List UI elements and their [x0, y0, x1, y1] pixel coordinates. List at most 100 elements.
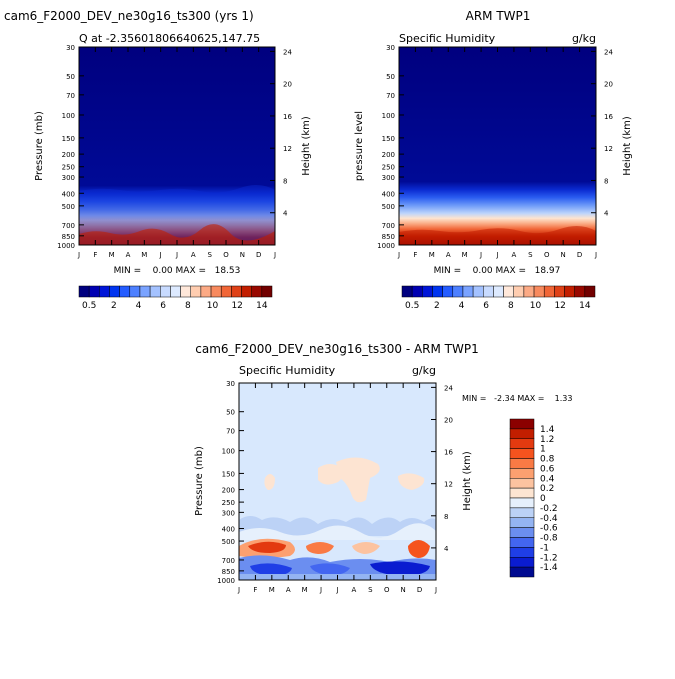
diff-ylabel-left: Pressure (mb) [194, 446, 205, 516]
diff-colorbar-cell [509, 507, 535, 518]
panel-model-subtitle: Q at -2.35601806640625,147.75 [79, 32, 260, 45]
model-colorbar-cell [78, 285, 90, 298]
diff-colorbar-cell [509, 438, 535, 449]
model-colorbar-cell [170, 285, 181, 298]
obs-ptick-label: 250 [382, 164, 395, 172]
diff-ptick-label: 500 [222, 538, 235, 546]
model-month-label: M [141, 251, 147, 259]
obs-ptick-label: 70 [386, 92, 395, 100]
obs-colorbar-label: 10 [530, 301, 542, 311]
obs-htick-label: 4 [604, 210, 609, 218]
diff-month-label: J [237, 586, 240, 594]
model-colorbar-cell [119, 285, 131, 298]
model-colorbar: 0.5 2 4 6 8 10 12 14 [78, 285, 273, 311]
model-htick-label: 16 [283, 113, 292, 121]
obs-ptick-label: 500 [382, 203, 395, 211]
diff-colorbar-cell [509, 448, 535, 459]
obs-colorbar-cell [564, 285, 575, 298]
model-colorbar-label: 4 [136, 301, 142, 311]
diff-colorbar-cell [509, 557, 535, 568]
diff-month-label: F [253, 586, 257, 594]
diff-colorbar-label: 1.2 [540, 435, 554, 445]
model-month-label: J [77, 251, 80, 259]
model-colorbar-cell [160, 285, 171, 298]
model-colorbar-label: 14 [256, 301, 268, 311]
obs-ptick-label: 100 [382, 112, 395, 120]
diff-colorbar-cell [509, 517, 535, 528]
model-colorbar-cell [109, 285, 120, 298]
diff-neg-core-2 [310, 563, 350, 576]
obs-htick-label: 8 [604, 177, 608, 185]
model-colorbar-label: 0.5 [82, 301, 96, 311]
diff-colorbar-label: 1 [540, 445, 546, 455]
diff-htick-label: 8 [444, 513, 448, 521]
obs-colorbar-label: 4 [459, 301, 465, 311]
obs-ptick-label: 700 [382, 222, 395, 230]
model-htick-label: 8 [283, 177, 287, 185]
model-htick-label: 4 [283, 210, 288, 218]
model-colorbar-label: 10 [207, 301, 219, 311]
obs-ptick-label: 850 [382, 233, 395, 241]
obs-month-label: J [495, 251, 498, 259]
obs-ptick-label: 400 [382, 190, 395, 198]
diff-month-label: J [319, 586, 322, 594]
model-month-label: J [159, 251, 162, 259]
obs-colorbar-cell [462, 285, 474, 298]
diff-ptick-label: 400 [222, 526, 235, 534]
model-colorbar-label: 2 [111, 301, 117, 311]
model-colorbar-cell [251, 285, 263, 298]
model-colorbar-cell [231, 285, 242, 298]
diff-ptick-label: 150 [222, 470, 235, 478]
panel-diff-units: g/kg [412, 364, 436, 377]
obs-colorbar-label: 14 [579, 301, 591, 311]
model-ptick-label: 1000 [57, 242, 75, 250]
model-ptick-label: 150 [62, 135, 75, 143]
diff-colorbar-cell [509, 527, 535, 538]
diff-blob-upper-3 [336, 457, 380, 503]
diff-heatmap [239, 383, 436, 580]
obs-month-label: O [544, 251, 550, 259]
obs-stats: MIN = 0.00 MAX = 18.97 [434, 266, 561, 276]
model-month-label: M [109, 251, 115, 259]
obs-colorbar-cell [422, 285, 433, 298]
diff-month-label: J [335, 586, 338, 594]
diff-colorbar-cell [509, 497, 535, 509]
diff-colorbar-label: -0.8 [540, 534, 558, 544]
panel-diff-subtitle: Specific Humidity [239, 364, 336, 377]
diff-blob-upper-4 [398, 473, 425, 490]
diff-month-label: N [401, 586, 406, 594]
diff-ptick-label: 250 [222, 499, 235, 507]
obs-ptick-label: 150 [382, 135, 395, 143]
obs-month-label: M [429, 251, 435, 259]
obs-colorbar-cell [401, 285, 413, 298]
diff-pos-band-4 [408, 540, 430, 558]
panel-diff-title: cam6_F2000_DEV_ne30g16_ts300 - ARM TWP1 [195, 342, 479, 356]
obs-colorbar-cell [574, 285, 586, 298]
model-colorbar-cell [200, 285, 212, 298]
obs-colorbar-cell [533, 285, 545, 298]
obs-ptick-label: 30 [386, 44, 395, 52]
model-htick-label: 20 [283, 81, 292, 89]
diff-colorbar-cell [509, 418, 535, 430]
diff-pos-band-3 [352, 542, 380, 554]
diff-month-label: M [302, 586, 308, 594]
obs-htick-label: 12 [604, 145, 613, 153]
diff-month-label: A [352, 586, 357, 594]
diff-ylabel-right: Height (km) [462, 451, 473, 511]
obs-month-label: D [577, 251, 582, 259]
obs-month-label: F [413, 251, 417, 259]
obs-ptick-label: 300 [382, 174, 395, 182]
model-ylabel-left: Pressure (mb) [34, 111, 45, 181]
diff-pos-core-1 [248, 541, 286, 553]
diff-ptick-label: 70 [226, 428, 235, 436]
model-month-label: A [126, 251, 131, 259]
model-ylabel-right: Height (km) [301, 116, 312, 176]
diff-colorbar-cell [509, 547, 535, 558]
diff-colorbar-label: -1 [540, 543, 549, 553]
obs-colorbar-cell [472, 285, 484, 298]
obs-htick-label: 24 [604, 48, 613, 56]
diff-colorbar-cell [509, 478, 535, 489]
model-colorbar-cell [241, 285, 252, 298]
diff-colorbar-cell [509, 487, 535, 499]
diff-htick-label: 4 [444, 545, 449, 553]
